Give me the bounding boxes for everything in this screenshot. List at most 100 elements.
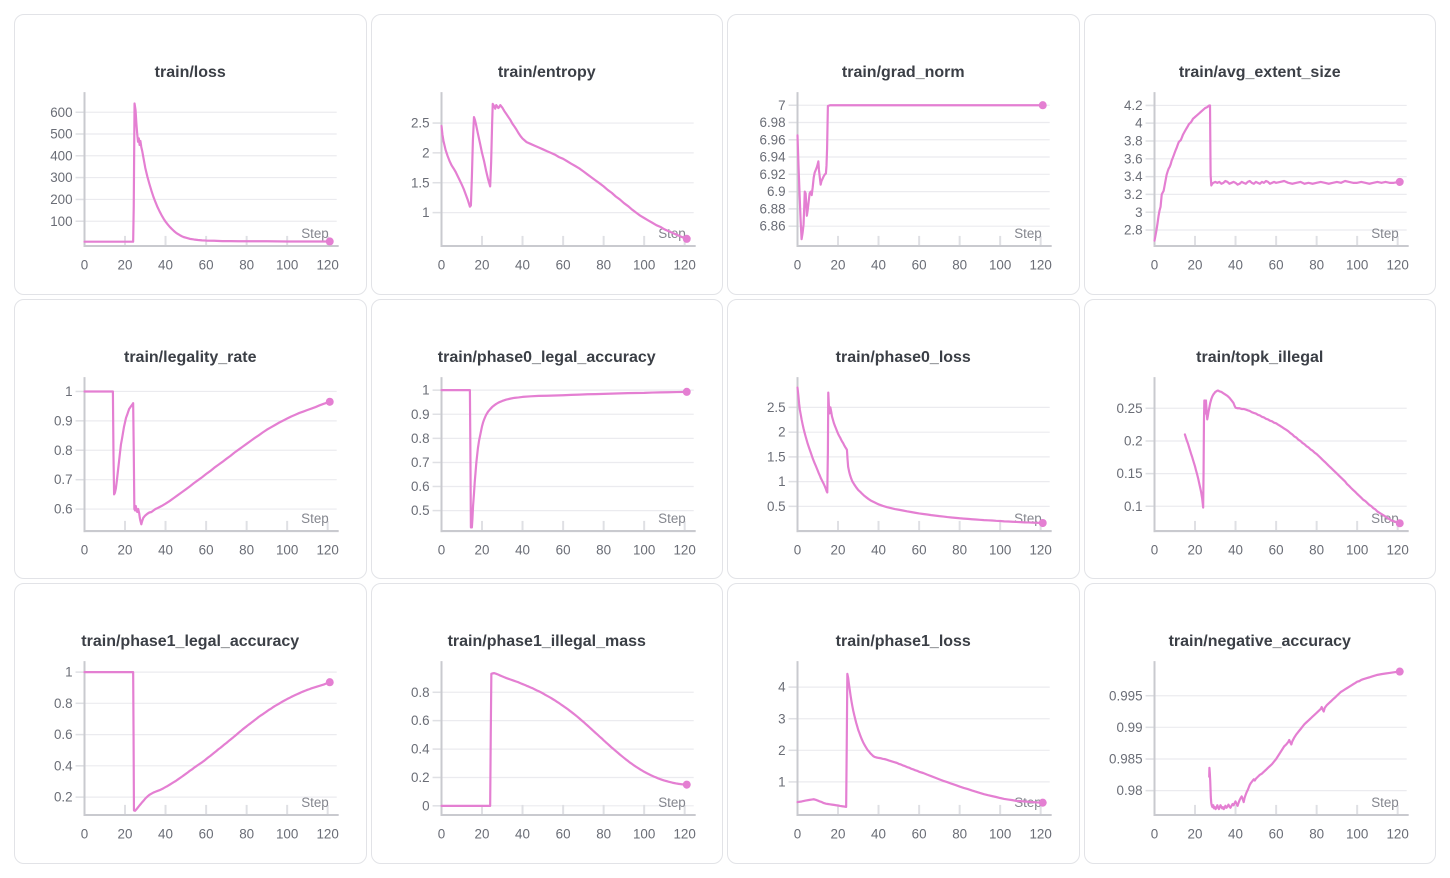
line-chart[interactable]: 0.6 0.7 0.8 0.9 1 0 20 40 60 80 100 120 Step	[15, 372, 366, 579]
svg-text:0.6: 0.6	[410, 713, 429, 728]
svg-text:0: 0	[437, 542, 444, 557]
chart-card-train-loss[interactable]: train/loss 100 200 300 400 500 600 0 20 40 60 80 10…	[14, 14, 367, 295]
svg-text:0: 0	[1150, 257, 1157, 272]
svg-text:40: 40	[515, 827, 530, 842]
svg-text:1: 1	[778, 474, 785, 489]
svg-text:0: 0	[794, 257, 801, 272]
svg-text:400: 400	[50, 148, 72, 163]
svg-text:0.2: 0.2	[1123, 433, 1142, 448]
svg-text:2: 2	[778, 743, 785, 758]
chart-title: train/phase0_loss	[835, 348, 971, 366]
chart-card-train-grad-norm[interactable]: train/grad_norm 6.86 6.88 6.9 6.92 6.94 6.96 6…	[727, 14, 1080, 295]
svg-text:0: 0	[437, 257, 444, 272]
chart-card-train-avg-extent-size[interactable]: train/avg_extent_size 2.8 3 3.2 3.4 3.6 3.8 4 4…	[1083, 14, 1436, 295]
svg-text:0: 0	[422, 799, 429, 814]
chart-title: train/negative_accuracy	[1168, 633, 1351, 651]
svg-text:3: 3	[1135, 205, 1142, 220]
chart-card-train-topk-illegal[interactable]: train/topk_illegal 0.1 0.15 0.2 0.25 0 20 40 60…	[1083, 298, 1436, 580]
chart-title: train/loss	[154, 64, 226, 81]
chart-card-train-phase1-legal-accuracy[interactable]: train/phase1_legal_accuracy 0.2 0.4 0.6 0.8…	[14, 583, 367, 864]
svg-text:0.98: 0.98	[1116, 783, 1142, 798]
chart-card-train-legality-rate[interactable]: train/legality_rate 0.6 0.7 0.8 0.9 1 0 20 40 60…	[14, 298, 367, 580]
chart-card-train-entropy[interactable]: train/entropy 1 1.5 2 2.5 0 20 40 60 80 100 120 Ste…	[370, 14, 723, 295]
svg-text:0.7: 0.7	[54, 472, 73, 487]
line-chart[interactable]: 0.2 0.4 0.6 0.8 1 0 20 40 60 80 100 120 Step	[15, 656, 366, 863]
chart-title: train/phase0_legal_accuracy	[437, 348, 656, 366]
line-chart[interactable]: 6.86 6.88 6.9 6.92 6.94 6.96 6.98 7 0 20 40 60 80 100…	[728, 87, 1079, 294]
svg-text:0: 0	[437, 827, 444, 842]
svg-text:1: 1	[65, 384, 72, 399]
chart-title: train/entropy	[497, 64, 596, 81]
svg-text:6.86: 6.86	[760, 219, 786, 234]
svg-text:0.8: 0.8	[410, 430, 429, 445]
svg-text:40: 40	[515, 542, 530, 557]
chart-card-train-phase1-illegal-mass[interactable]: train/phase1_illegal_mass 0 0.2 0.4 0.6 0.8 0…	[370, 583, 723, 864]
svg-text:100: 100	[50, 214, 72, 229]
svg-text:6.88: 6.88	[760, 201, 786, 216]
svg-text:100: 100	[632, 257, 654, 272]
line-chart[interactable]: 0.5 0.6 0.7 0.8 0.9 1 0 20 40 60 80 100 120 Step	[372, 372, 723, 579]
svg-text:6.9: 6.9	[767, 184, 786, 199]
svg-text:60: 60	[912, 257, 927, 272]
chart-title: train/avg_extent_size	[1178, 64, 1341, 81]
chart-card-train-negative-accuracy[interactable]: train/negative_accuracy 0.98 0.985 0.99 0.9…	[1083, 583, 1436, 864]
svg-text:2.5: 2.5	[767, 399, 786, 414]
svg-text:0: 0	[81, 257, 88, 272]
chart-card-train-phase1-loss[interactable]: train/phase1_loss 1 2 3 4 0 20 40 60 80 100 120 Ste…	[727, 583, 1080, 864]
svg-text:Step: Step	[1014, 226, 1042, 241]
svg-text:80: 80	[952, 827, 967, 842]
svg-text:3.8: 3.8	[1123, 133, 1142, 148]
line-chart[interactable]: 2.8 3 3.2 3.4 3.6 3.8 4 4.2 0 20 40 60 80 100 120 Step	[1085, 87, 1436, 294]
svg-text:0.1: 0.1	[1123, 498, 1142, 513]
svg-text:20: 20	[118, 542, 133, 557]
svg-text:200: 200	[50, 192, 72, 207]
line-chart[interactable]: 0.98 0.985 0.99 0.995 0 20 40 60 80 100 120 Step	[1085, 656, 1436, 863]
svg-text:0: 0	[794, 542, 801, 557]
svg-text:40: 40	[871, 827, 886, 842]
svg-text:1: 1	[778, 775, 785, 790]
svg-text:120: 120	[1386, 827, 1408, 842]
chart-title: train/grad_norm	[841, 64, 965, 81]
svg-text:1.5: 1.5	[410, 175, 429, 190]
chart-card-train-phase0-loss[interactable]: train/phase0_loss 0.5 1 1.5 2 2.5 0 20 40 60 80 10…	[727, 298, 1080, 580]
svg-text:120: 120	[1386, 542, 1408, 557]
svg-text:40: 40	[1228, 827, 1243, 842]
svg-text:80: 80	[596, 827, 611, 842]
svg-text:100: 100	[989, 542, 1011, 557]
svg-text:120: 120	[673, 542, 695, 557]
svg-text:4: 4	[1135, 116, 1143, 131]
svg-text:3: 3	[778, 711, 785, 726]
svg-text:0.8: 0.8	[54, 696, 73, 711]
svg-text:120: 120	[1029, 257, 1051, 272]
svg-text:1: 1	[422, 205, 429, 220]
svg-text:80: 80	[239, 542, 254, 557]
svg-text:20: 20	[831, 257, 846, 272]
svg-text:0: 0	[1150, 827, 1157, 842]
svg-text:100: 100	[276, 257, 298, 272]
svg-text:0.985: 0.985	[1109, 752, 1143, 767]
svg-text:2: 2	[422, 145, 429, 160]
svg-text:20: 20	[118, 827, 133, 842]
chart-card-train-phase0-legal-accuracy[interactable]: train/phase0_legal_accuracy 0.5 0.6 0.7 0.8…	[370, 298, 723, 580]
line-chart[interactable]: 100 200 300 400 500 600 0 20 40 60 80 100 120 Step	[15, 87, 366, 294]
svg-text:60: 60	[555, 257, 570, 272]
svg-text:0.5: 0.5	[767, 498, 786, 513]
svg-text:80: 80	[239, 827, 254, 842]
line-chart[interactable]: 0.1 0.15 0.2 0.25 0 20 40 60 80 100 120 Step	[1085, 372, 1436, 579]
svg-text:0.15: 0.15	[1116, 466, 1142, 481]
svg-text:120: 120	[673, 827, 695, 842]
svg-text:0.25: 0.25	[1116, 400, 1142, 415]
svg-text:Step: Step	[1371, 226, 1399, 241]
svg-text:60: 60	[199, 542, 214, 557]
line-chart[interactable]: 0 0.2 0.4 0.6 0.8 0 20 40 60 80 100 120 Step	[372, 656, 723, 863]
svg-text:0.9: 0.9	[410, 406, 429, 421]
svg-text:0.8: 0.8	[410, 685, 429, 700]
svg-text:300: 300	[50, 170, 72, 185]
chart-title: train/legality_rate	[124, 348, 257, 366]
svg-text:100: 100	[1345, 542, 1367, 557]
svg-text:0.6: 0.6	[54, 727, 73, 742]
